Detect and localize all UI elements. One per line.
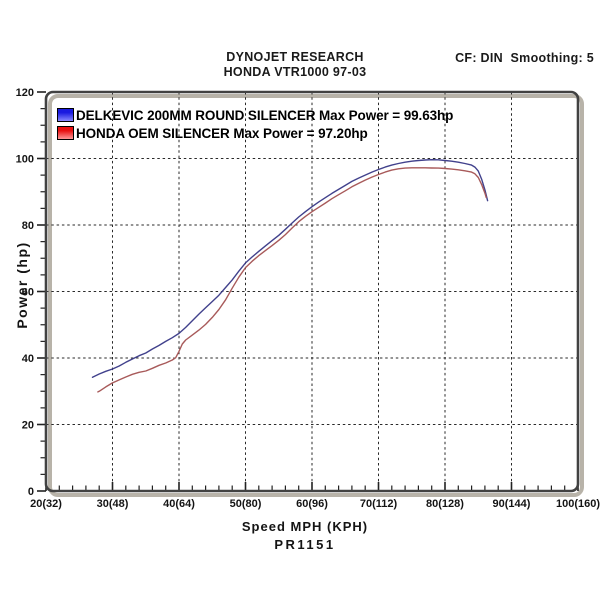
legend: DELKEVIC 200MM ROUND SILENCER Max Power …: [57, 106, 453, 142]
y-axis-title: Power (hp): [14, 241, 30, 329]
legend-item-honda-oem: HONDA OEM SILENCER Max Power = 97.20hp: [57, 124, 453, 142]
x-tick-label: 20(32): [30, 498, 62, 510]
x-tick-label: 40(64): [163, 498, 195, 510]
y-tick-label: 60: [22, 287, 34, 299]
chart-header: DYNOJET RESEARCH HONDA VTR1000 97-03: [0, 50, 590, 80]
title-line1: DYNOJET RESEARCH: [226, 50, 364, 64]
x-tick-label: 50(80): [230, 498, 262, 510]
title-line2: HONDA VTR1000 97-03: [223, 65, 367, 79]
run-code: PR1151: [274, 537, 336, 552]
x-tick-label: 90(144): [493, 498, 531, 510]
cf-smoothing-label: CF: DIN Smoothing: 5: [455, 51, 594, 65]
y-tick-label: 20: [22, 420, 34, 432]
y-tick-label: 0: [28, 486, 34, 498]
legend-swatch-honda-oem: [57, 126, 74, 140]
series-curve-0: [91, 158, 489, 378]
x-tick-label: 70(112): [360, 498, 398, 510]
plot-frame: [44, 90, 580, 493]
x-axis-title: Speed MPH (KPH): [241, 519, 369, 534]
y-tick-label: 40: [22, 353, 34, 365]
legend-swatch-delkevic: [57, 108, 74, 122]
y-tick-label: 80: [22, 220, 34, 232]
legend-label-delkevic: DELKEVIC 200MM ROUND SILENCER Max Power …: [76, 107, 454, 123]
y-tick-label: 100: [16, 154, 34, 166]
y-tick-label: 120: [16, 87, 34, 99]
legend-label-honda-oem: HONDA OEM SILENCER Max Power = 97.20hp: [76, 125, 368, 141]
series-curve-1: [97, 167, 487, 393]
x-tick-label: 80(128): [426, 498, 464, 510]
x-tick-label: 100(160): [556, 498, 600, 510]
legend-item-delkevic: DELKEVIC 200MM ROUND SILENCER Max Power …: [57, 106, 453, 124]
plot-frame-shadow: [48, 94, 584, 497]
x-tick-label: 30(48): [97, 498, 129, 510]
x-tick-label: 60(96): [296, 498, 328, 510]
